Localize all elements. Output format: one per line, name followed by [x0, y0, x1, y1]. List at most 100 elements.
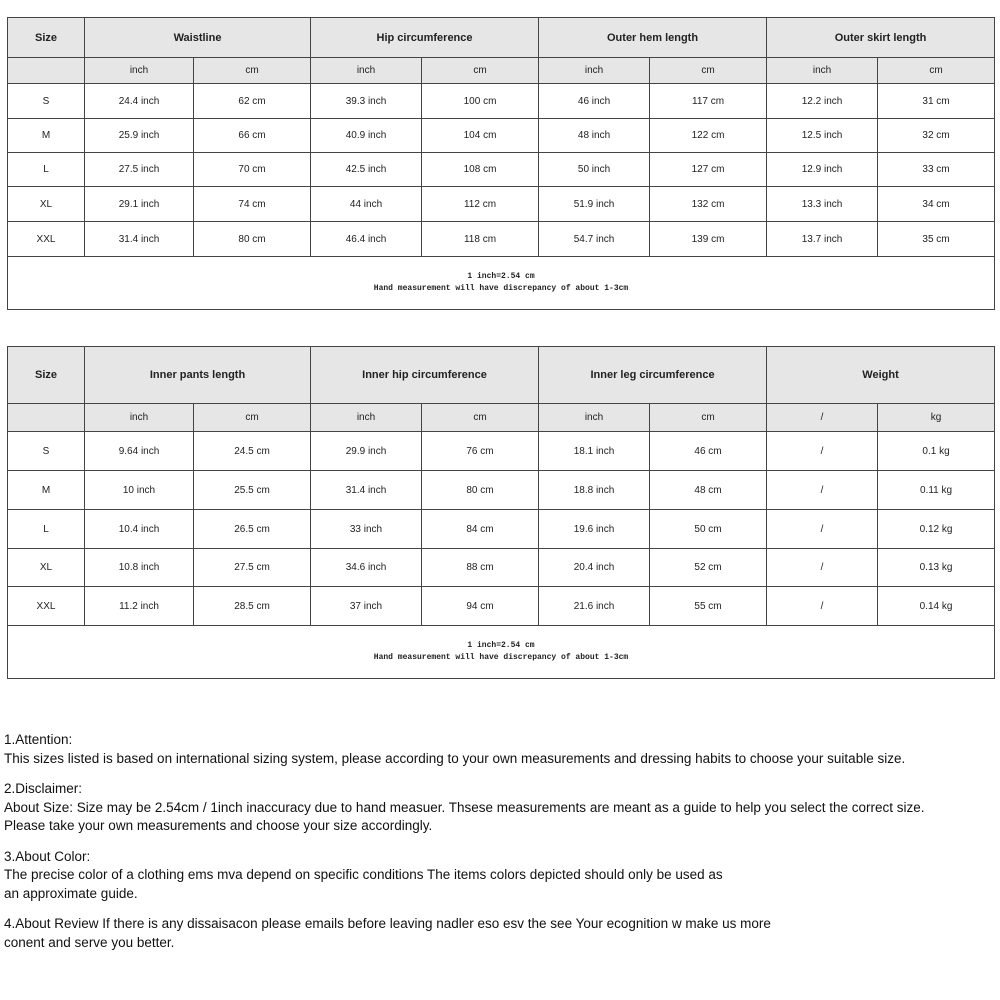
value-cell: 27.5 cm: [193, 548, 311, 587]
value-cell: 39.3 inch: [310, 83, 423, 119]
measurement-note: 1 inch=2.54 cm Hand measurement will have…: [6, 625, 996, 679]
header-row: Size Inner pants length Inner hip circumfe…: [7, 346, 996, 404]
size-cell: L: [7, 152, 85, 187]
notes-section: 1.Attention: This sizes listed is based o…: [4, 731, 925, 964]
value-cell: 84 cm: [421, 509, 539, 549]
unit-header: cm: [193, 403, 311, 432]
value-cell: 80 cm: [192, 221, 312, 257]
value-cell: 0.12 kg: [877, 509, 996, 549]
note-text: an approximate guide.: [4, 885, 138, 901]
value-cell: 94 cm: [421, 586, 539, 626]
note-text: About Size: Size may be 2.54cm / 1inch i…: [4, 799, 925, 815]
size-header: Size: [7, 17, 85, 58]
value-cell: 10.4 inch: [84, 509, 194, 549]
value-cell: 33 cm: [877, 152, 996, 187]
value-cell: 48 inch: [538, 118, 651, 153]
value-cell: 37 inch: [310, 586, 422, 626]
unit-header: inch: [84, 403, 194, 432]
measurement-note: 1 inch=2.54 cm Hand measurement will have…: [6, 256, 996, 310]
value-cell: 32 cm: [877, 118, 996, 153]
value-cell: 100 cm: [421, 83, 540, 119]
value-cell: /: [766, 470, 879, 510]
value-cell: 13.3 inch: [766, 186, 879, 222]
value-cell: 18.1 inch: [538, 431, 650, 471]
value-cell: /: [766, 586, 879, 626]
value-cell: 104 cm: [421, 118, 540, 153]
value-cell: 132 cm: [649, 186, 768, 222]
note-line: 1 inch=2.54 cm: [467, 272, 535, 281]
value-cell: 76 cm: [421, 431, 539, 471]
value-cell: 62 cm: [192, 83, 312, 119]
value-cell: 52 cm: [648, 548, 768, 587]
unit-header: inch: [766, 57, 879, 84]
note-text: Please take your own measurements and ch…: [4, 818, 433, 833]
table-row: XL 29.1 inch 74 cm 44 inch 112 cm 51.9 inch 13…: [7, 186, 996, 222]
value-cell: 122 cm: [649, 118, 768, 153]
value-cell: 46 inch: [538, 83, 651, 119]
value-cell: 31.4 inch: [84, 221, 194, 257]
group-header: Weight: [766, 346, 996, 404]
note-paragraph: 2.Disclaimer: About Size: Size may be 2.5…: [4, 780, 925, 836]
unit-header: cm: [192, 57, 312, 84]
value-cell: 0.1 kg: [877, 431, 996, 471]
value-cell: 33 inch: [310, 509, 422, 549]
size-cell: XXL: [7, 586, 85, 626]
unit-header: inch: [84, 57, 194, 84]
value-cell: /: [766, 509, 879, 549]
note-text: The precise color of a clothing ems mva …: [4, 867, 723, 882]
table-row: S 9.64 inch 24.5 cm 29.9 inch 76 cm 18.1 inch…: [7, 431, 996, 471]
value-cell: 19.6 inch: [538, 509, 650, 549]
group-header: Hip circumference: [310, 17, 540, 58]
note-paragraph: 4.About Review If there is any dissaisac…: [4, 915, 925, 952]
note-paragraph: 3.About Color: The precise color of a clo…: [4, 848, 925, 904]
value-cell: 29.1 inch: [84, 186, 194, 222]
value-cell: 12.2 inch: [766, 83, 879, 119]
group-header: Inner hip circumference: [310, 346, 539, 404]
value-cell: 70 cm: [192, 152, 312, 187]
size-cell: S: [7, 83, 85, 119]
value-cell: 10.8 inch: [84, 548, 194, 587]
value-cell: 31.4 inch: [310, 470, 422, 510]
value-cell: 0.14 kg: [877, 586, 996, 626]
value-cell: 29.9 inch: [310, 431, 422, 471]
group-header: Inner leg circumference: [537, 346, 768, 404]
value-cell: 21.6 inch: [538, 586, 650, 626]
value-cell: 42.5 inch: [310, 152, 423, 187]
value-cell: 24.4 inch: [84, 83, 194, 119]
group-header: Outer hem length: [538, 17, 768, 58]
size-header: Size: [7, 346, 85, 404]
table-row: XL 10.8 inch 27.5 cm 34.6 inch 88 cm 20.4 inc…: [7, 548, 996, 587]
size-chart-table-2: Size Inner pants length Inner hip circumfe…: [6, 346, 996, 679]
value-cell: 31 cm: [877, 83, 996, 119]
value-cell: 20.4 inch: [538, 548, 650, 587]
empty-cell: [7, 57, 85, 84]
note-text: 1.Attention:: [4, 732, 73, 747]
value-cell: 108 cm: [421, 152, 540, 187]
value-cell: 28.5 cm: [193, 586, 311, 626]
note-line: Hand measurement will have discrepancy o…: [373, 653, 629, 662]
value-cell: 55 cm: [648, 586, 768, 626]
table-row: S 24.4 inch 62 cm 39.3 inch 100 cm 46 inch 117…: [7, 83, 996, 119]
value-cell: 50 inch: [538, 152, 651, 187]
value-cell: 80 cm: [421, 470, 539, 510]
value-cell: 13.7 inch: [766, 221, 879, 257]
value-cell: 25.5 cm: [193, 470, 311, 510]
size-cell: XL: [7, 186, 85, 222]
note-text: conent and serve you better.: [4, 934, 175, 950]
value-cell: 46 cm: [648, 431, 768, 471]
size-cell: XL: [7, 548, 85, 587]
value-cell: 18.8 inch: [538, 470, 650, 510]
value-cell: 40.9 inch: [310, 118, 423, 153]
value-cell: 27.5 inch: [84, 152, 194, 187]
value-cell: 46.4 inch: [310, 221, 423, 257]
unit-row: inch cm inch cm inch cm inch cm: [7, 57, 996, 84]
value-cell: 88 cm: [421, 548, 539, 587]
value-cell: 24.5 cm: [193, 431, 311, 471]
value-cell: 35 cm: [877, 221, 996, 257]
note-paragraph: 1.Attention: This sizes listed is based o…: [4, 731, 925, 768]
value-cell: 11.2 inch: [84, 586, 194, 626]
unit-header: cm: [877, 57, 996, 84]
value-cell: 12.9 inch: [766, 152, 879, 187]
unit-header: cm: [649, 57, 768, 84]
note-text: 3.About Color:: [4, 848, 91, 864]
